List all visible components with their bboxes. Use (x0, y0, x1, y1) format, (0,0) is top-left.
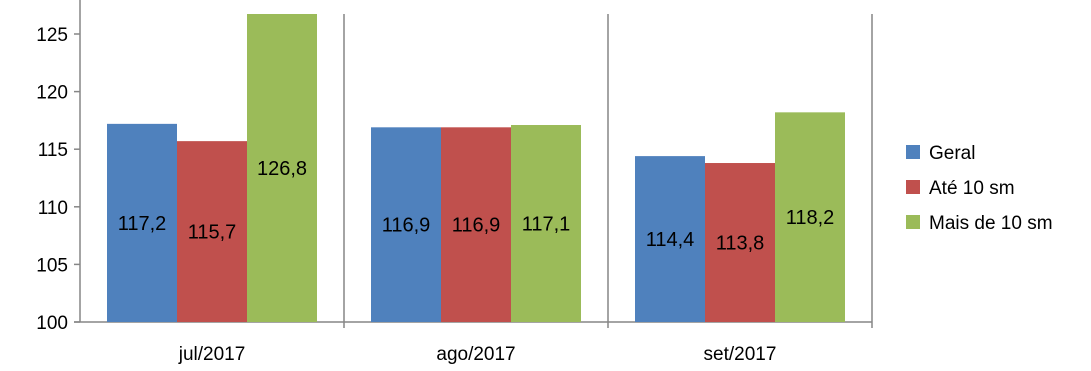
legend-swatch (906, 180, 920, 194)
legend-label: Geral (929, 143, 975, 164)
data-label: 117,2 (118, 213, 167, 235)
bar (177, 141, 247, 322)
legend-label: Até 10 sm (929, 178, 1015, 199)
bar (371, 127, 441, 322)
legend-swatch (906, 215, 920, 229)
data-label: 113,8 (716, 233, 765, 255)
legend-label: Mais de 10 sm (929, 213, 1053, 234)
y-tick-label: 110 (38, 198, 68, 219)
bar (511, 125, 581, 323)
x-tick-label: jul/2017 (178, 344, 246, 365)
data-label: 117,1 (522, 214, 571, 236)
y-tick-label: 105 (36, 255, 68, 276)
x-tick-label: ago/2017 (436, 344, 515, 365)
chart-axes: 100 105 110 115 120 125 jul/2017 ago/2017 set/20… (36, 0, 873, 365)
bar (107, 123, 177, 322)
legend-swatch (906, 145, 920, 159)
y-tick-label: 125 (36, 25, 68, 46)
data-label: 118,2 (786, 207, 835, 229)
bar (441, 127, 511, 322)
chart-data-labels: 117,2 115,7 126,8 116,9 116,9 117,1 114,4 113,8… (118, 158, 835, 255)
bar (247, 14, 317, 322)
data-label: 116,9 (382, 215, 431, 237)
chart-bars (107, 14, 845, 323)
data-label: 115,7 (188, 222, 237, 244)
y-tick-label: 100 (36, 313, 68, 334)
bar (635, 156, 705, 322)
data-label: 114,4 (646, 229, 695, 251)
chart-legend: Geral Até 10 sm Mais de 10 sm (906, 143, 1053, 234)
bar (705, 163, 775, 322)
bar (775, 112, 845, 322)
y-tick-label: 120 (36, 83, 68, 104)
data-label: 116,9 (452, 215, 501, 237)
y-tick-label: 115 (38, 140, 68, 161)
x-tick-label: set/2017 (704, 344, 777, 365)
data-label: 126,8 (257, 158, 307, 180)
